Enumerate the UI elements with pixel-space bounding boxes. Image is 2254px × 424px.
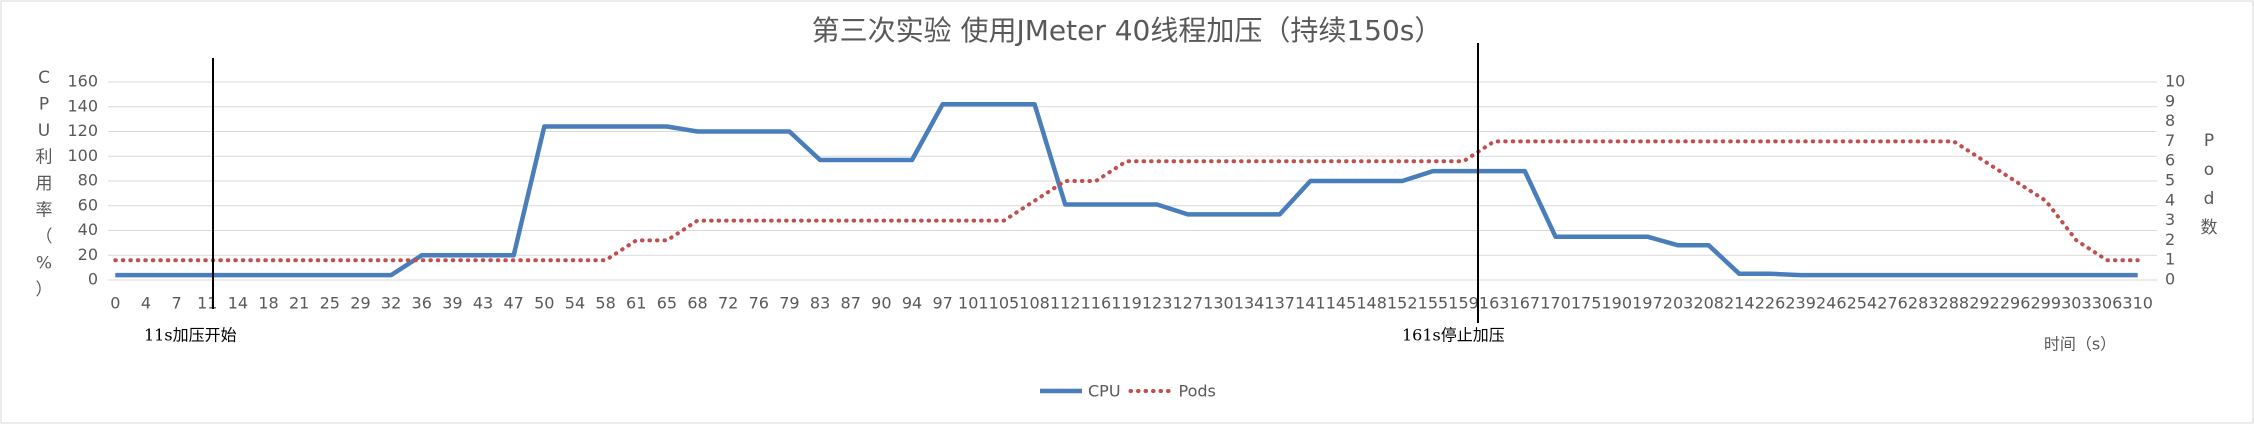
- x-tick-label: 152: [1387, 294, 1418, 313]
- y-tick-label: 120: [67, 121, 98, 140]
- x-tick-label: 90: [871, 294, 891, 313]
- x-tick-label: 14: [228, 294, 248, 313]
- x-tick-label: 163: [1479, 294, 1510, 313]
- x-tick-label: 246: [1816, 294, 1847, 313]
- x-tick-label: 159: [1448, 294, 1479, 313]
- y-tick-label: 0: [88, 270, 98, 289]
- x-tick-label: 116: [1081, 294, 1112, 313]
- x-tick-label: 303: [2061, 294, 2092, 313]
- legend-label: Pods: [1179, 382, 1216, 401]
- x-tick-label: 123: [1142, 294, 1173, 313]
- x-tick-label: 11: [197, 294, 217, 313]
- x-tick-label: 101: [958, 294, 989, 313]
- x-tick-label: 190: [1601, 294, 1632, 313]
- x-tick-label: 21: [289, 294, 309, 313]
- series-line: [113, 139, 2140, 263]
- x-tick-label: 167: [1510, 294, 1541, 313]
- x-tick-label: 50: [534, 294, 554, 313]
- y-tick-label: 160: [67, 72, 98, 91]
- x-tick-label: 175: [1571, 294, 1602, 313]
- x-tick-label: 254: [1847, 294, 1878, 313]
- x-tick-label: 108: [1019, 294, 1050, 313]
- x-tick-label: 203: [1663, 294, 1694, 313]
- x-tick-label: 119: [1111, 294, 1142, 313]
- x-tick-label: 310: [2122, 294, 2153, 313]
- x-tick-label: 87: [841, 294, 861, 313]
- x-tick-label: 68: [687, 294, 707, 313]
- y2-tick-label: 4: [2165, 190, 2175, 209]
- x-tick-label: 208: [1693, 294, 1724, 313]
- x-tick-label: 25: [320, 294, 340, 313]
- annotation-text: 161s停止加压: [1402, 326, 1505, 345]
- x-tick-label: 148: [1356, 294, 1387, 313]
- x-tick-label: 4: [141, 294, 151, 313]
- y2-tick-label: 9: [2165, 91, 2175, 110]
- x-tick-label: 288: [1939, 294, 1970, 313]
- x-tick-label: 299: [2030, 294, 2061, 313]
- x-axis-label: 时间（s）: [2044, 335, 2116, 354]
- chart-title: 第三次实验 使用JMeter 40线程加压（持续150s）: [812, 14, 1443, 47]
- x-tick-label: 141: [1295, 294, 1326, 313]
- x-tick-label: 170: [1540, 294, 1571, 313]
- x-tick-label: 97: [932, 294, 952, 313]
- y-tick-label: 100: [67, 146, 98, 165]
- x-tick-label: 112: [1050, 294, 1081, 313]
- x-tick-label: 197: [1632, 294, 1663, 313]
- y2-tick-label: 0: [2165, 270, 2175, 289]
- x-tick-label: 79: [779, 294, 799, 313]
- x-tick-label: 276: [1877, 294, 1908, 313]
- x-tick-label: 137: [1264, 294, 1295, 313]
- x-tick-label: 296: [2000, 294, 2031, 313]
- x-tick-label: 39: [442, 294, 462, 313]
- y-tick-label: 40: [78, 220, 98, 239]
- x-tick-label: 226: [1755, 294, 1786, 313]
- x-tick-label: 72: [718, 294, 738, 313]
- x-tick-label: 145: [1326, 294, 1357, 313]
- y-tick-label: 60: [78, 195, 98, 214]
- y2-tick-label: 1: [2165, 250, 2175, 269]
- x-tick-label: 47: [503, 294, 523, 313]
- x-tick-label: 83: [810, 294, 830, 313]
- x-tick-label: 94: [902, 294, 922, 313]
- legend-label: CPU: [1088, 382, 1121, 401]
- x-tick-label: 214: [1724, 294, 1755, 313]
- y2-tick-label: 10: [2165, 72, 2185, 91]
- series-line: [115, 102, 2138, 278]
- y-axis-label: C P U 利用率（%）: [36, 68, 53, 300]
- x-tick-label: 65: [657, 294, 677, 313]
- y-tick-label: 140: [67, 96, 98, 115]
- y-tick-label: 80: [78, 171, 98, 190]
- x-tick-label: 76: [749, 294, 769, 313]
- x-tick-label: 0: [110, 294, 120, 313]
- x-tick-label: 283: [1908, 294, 1939, 313]
- y2-tick-label: 7: [2165, 131, 2175, 150]
- x-tick-label: 155: [1418, 294, 1449, 313]
- x-tick-label: 7: [172, 294, 182, 313]
- x-tick-label: 127: [1173, 294, 1204, 313]
- y2-tick-label: 5: [2165, 171, 2175, 190]
- x-tick-label: 32: [381, 294, 401, 313]
- x-tick-label: 29: [350, 294, 370, 313]
- x-tick-label: 306: [2092, 294, 2123, 313]
- x-tick-label: 54: [565, 294, 585, 313]
- y-tick-label: 20: [78, 245, 98, 264]
- x-tick-label: 58: [595, 294, 615, 313]
- x-tick-label: 292: [1969, 294, 2000, 313]
- x-tick-label: 105: [989, 294, 1020, 313]
- x-tick-label: 36: [412, 294, 432, 313]
- y2-tick-label: 6: [2165, 151, 2175, 170]
- x-tick-label: 130: [1203, 294, 1234, 313]
- x-tick-label: 18: [258, 294, 278, 313]
- y2-tick-label: 3: [2165, 210, 2175, 229]
- x-tick-label: 61: [626, 294, 646, 313]
- x-tick-label: 43: [473, 294, 493, 313]
- x-tick-label: 239: [1785, 294, 1816, 313]
- annotation-text: 11s加压开始: [144, 326, 237, 345]
- x-tick-label: 134: [1234, 294, 1265, 313]
- y2-tick-label: 8: [2165, 111, 2175, 130]
- y2-tick-label: 2: [2165, 230, 2175, 249]
